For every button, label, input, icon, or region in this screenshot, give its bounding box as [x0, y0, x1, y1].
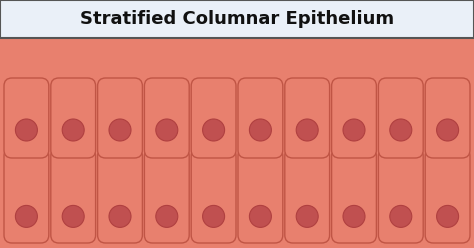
Ellipse shape: [109, 119, 131, 141]
Ellipse shape: [249, 119, 272, 141]
Ellipse shape: [62, 119, 84, 141]
Ellipse shape: [249, 205, 272, 227]
FancyBboxPatch shape: [191, 148, 236, 243]
FancyBboxPatch shape: [285, 148, 329, 243]
FancyBboxPatch shape: [238, 148, 283, 243]
FancyBboxPatch shape: [4, 78, 49, 158]
FancyBboxPatch shape: [425, 78, 470, 158]
Ellipse shape: [202, 119, 225, 141]
Ellipse shape: [390, 205, 412, 227]
Ellipse shape: [109, 205, 131, 227]
FancyBboxPatch shape: [51, 78, 96, 158]
Ellipse shape: [437, 119, 459, 141]
Ellipse shape: [343, 205, 365, 227]
FancyBboxPatch shape: [332, 78, 376, 158]
FancyBboxPatch shape: [238, 78, 283, 158]
Text: Stratified Columnar Epithelium: Stratified Columnar Epithelium: [80, 10, 394, 28]
FancyBboxPatch shape: [0, 0, 474, 38]
FancyBboxPatch shape: [98, 78, 142, 158]
FancyBboxPatch shape: [98, 148, 142, 243]
Ellipse shape: [437, 205, 459, 227]
FancyBboxPatch shape: [378, 148, 423, 243]
FancyBboxPatch shape: [145, 78, 189, 158]
FancyBboxPatch shape: [4, 148, 49, 243]
Ellipse shape: [202, 205, 225, 227]
FancyBboxPatch shape: [285, 78, 329, 158]
Ellipse shape: [62, 205, 84, 227]
Ellipse shape: [15, 205, 37, 227]
Ellipse shape: [390, 119, 412, 141]
Ellipse shape: [156, 119, 178, 141]
FancyBboxPatch shape: [191, 78, 236, 158]
FancyBboxPatch shape: [51, 148, 96, 243]
Ellipse shape: [343, 119, 365, 141]
Ellipse shape: [156, 205, 178, 227]
FancyBboxPatch shape: [425, 148, 470, 243]
FancyBboxPatch shape: [145, 148, 189, 243]
FancyBboxPatch shape: [332, 148, 376, 243]
Ellipse shape: [296, 119, 318, 141]
Ellipse shape: [15, 119, 37, 141]
FancyBboxPatch shape: [378, 78, 423, 158]
Ellipse shape: [296, 205, 318, 227]
